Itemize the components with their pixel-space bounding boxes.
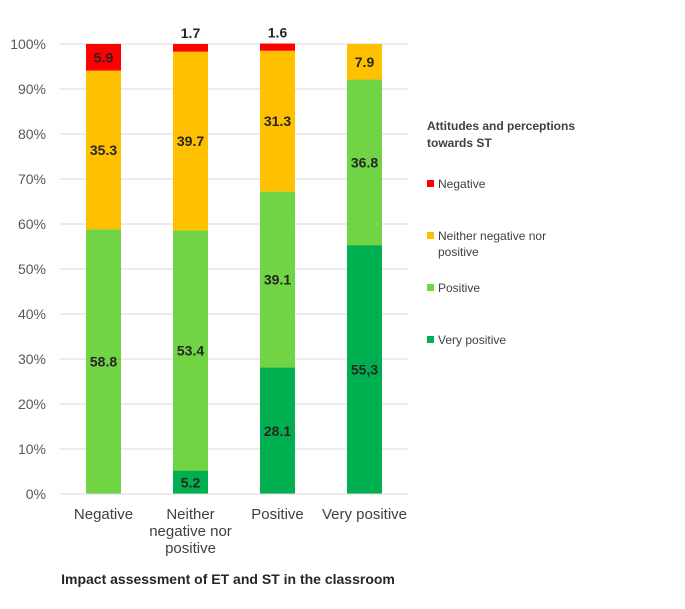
- y-tick-label: 10%: [18, 441, 46, 457]
- bar-segment: [347, 44, 382, 80]
- legend-label: Neither negative nor positive: [438, 229, 547, 259]
- x-tick-label: positive: [165, 540, 216, 557]
- data-labels: 58.8 35.3 5.9 5.2 53.4 39.7 1.7 28.1 39.1 31.3 1.6…: [90, 25, 378, 491]
- bar-segment: [260, 191, 295, 368]
- data-label: 7.9: [355, 54, 375, 70]
- data-label: 39.7: [177, 133, 204, 149]
- bar-segment: [260, 367, 295, 494]
- y-tick-label: 20%: [18, 396, 46, 412]
- y-tick-label: 90%: [18, 81, 46, 97]
- bar-segment: [86, 229, 121, 494]
- bar-segment: [173, 230, 208, 471]
- bar-segment: [260, 50, 295, 192]
- y-tick-label: 30%: [18, 351, 46, 367]
- x-tick-label: negative nor: [149, 523, 232, 540]
- data-label: 31.3: [264, 113, 291, 129]
- data-label: 58.8: [90, 354, 117, 370]
- bars: [86, 43, 382, 494]
- legend: Attitudes and perceptions towards ST Neg…: [427, 118, 627, 347]
- legend-swatch: [427, 336, 434, 343]
- y-tick-label: 50%: [18, 261, 46, 277]
- x-tick-label: Positive: [251, 506, 304, 523]
- legend-swatch: [427, 180, 434, 187]
- y-tick-label: 40%: [18, 306, 46, 322]
- data-label: 35.3: [90, 142, 117, 158]
- data-label: 55,3: [351, 362, 378, 378]
- legend-item: Neither negative nor positive: [427, 228, 588, 260]
- bar-segment: [347, 79, 382, 246]
- legend-item: Positive: [427, 280, 588, 296]
- legend-swatch: [427, 284, 434, 291]
- y-tick-label: 100%: [10, 36, 46, 52]
- data-label: 39.1: [264, 272, 291, 288]
- data-label: 1.6: [268, 25, 288, 41]
- bar-segment: [173, 470, 208, 494]
- y-axis: 0% 10% 20% 30% 40% 50% 60% 70% 80% 90% 100%: [10, 36, 46, 502]
- legend-item: Very positive: [427, 332, 588, 348]
- bar-segment: [173, 51, 208, 231]
- legend-label: Negative: [438, 177, 486, 191]
- data-label: 5.2: [181, 474, 201, 490]
- x-tick-label: Neither: [166, 506, 214, 523]
- legend-label: Very positive: [438, 333, 507, 347]
- legend-item: Negative: [427, 176, 588, 192]
- legend-label: Positive: [438, 281, 481, 295]
- legend-swatch: [427, 232, 434, 239]
- x-tick-label: Very positive: [322, 506, 407, 523]
- y-tick-label: 0%: [26, 486, 46, 502]
- x-axis-title: Impact assessment of ET and ST in the cl…: [61, 571, 395, 587]
- bar-segment: [86, 70, 121, 230]
- data-label: 1.7: [181, 25, 201, 41]
- legend-title: Attitudes and perceptions towards ST: [427, 119, 576, 150]
- bar-segment: [86, 44, 121, 71]
- data-label: 28.1: [264, 423, 291, 439]
- data-label: 5.9: [94, 49, 114, 65]
- y-tick-label: 70%: [18, 171, 46, 187]
- y-tick-label: 60%: [18, 216, 46, 232]
- x-tick-label: Negative: [74, 506, 133, 523]
- bar-segment: [173, 44, 208, 52]
- y-tick-label: 80%: [18, 126, 46, 142]
- bar-segment: [347, 245, 382, 494]
- data-label: 53.4: [177, 342, 204, 358]
- bar-segment: [260, 43, 295, 51]
- data-label: 36.8: [351, 154, 378, 170]
